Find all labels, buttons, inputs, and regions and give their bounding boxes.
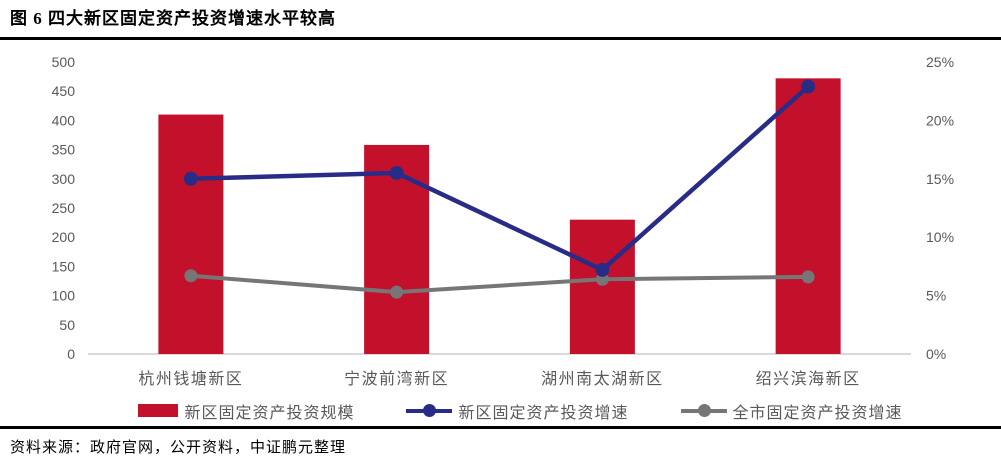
y-axis-left-tick-label: 0 [67,346,75,362]
chart-area: 0 50 100 150 200 250 300 350 400 450 500 0% 5% 10% 15%… [0,40,1001,395]
y-axis-right-tick-label: 5% [926,288,946,304]
data-point [184,269,198,283]
y-axis-left-tick-label: 300 [52,171,76,187]
y-axis-left-tick-label: 450 [52,83,76,99]
data-point [801,270,815,284]
y-axis-right-tick-label: 15% [926,171,954,187]
source-bar: 资料来源：政府官网，公开资料，中证鹏元整理 [0,426,1001,463]
x-axis-category-label: 绍兴滨海新区 [756,370,861,388]
figure-title: 图 6 四大新区固定资产投资增速水平较高 [10,9,336,28]
x-axis-category-label: 湖州南太湖新区 [541,370,664,388]
y-axis-left-tick-label: 400 [52,112,76,128]
growth-line-city [188,273,811,295]
line-marker-icon-new-district [406,404,453,417]
y-axis-right-tick-label: 0% [926,346,946,362]
y-axis-left-tick-label: 250 [52,200,76,216]
y-axis-right-tick-label: 25% [926,54,954,70]
source-note: 资料来源：政府官网，公开资料，中证鹏元整理 [10,440,347,456]
chart-legend: 新区固定资产投资规模 新区固定资产投资增速 全市固定资产投资增速 [0,395,1001,426]
data-point [390,285,404,299]
y-axis-right-tick-label: 20% [926,112,954,128]
growth-line-new-district [188,84,811,273]
legend-label: 新区固定资产投资规模 [184,404,355,422]
data-point [183,171,198,186]
y-axis-left-tick-label: 150 [52,258,76,274]
data-point [595,262,610,277]
y-axis-left-tick-label: 50 [59,317,75,333]
y-axis-left-tick-label: 350 [52,142,76,158]
legend-item-line-city: 全市固定资产投资增速 [680,399,903,423]
bar [158,114,224,354]
x-axis-category-label: 宁波前湾新区 [344,370,449,388]
legend-item-line-new-district: 新区固定资产投资增速 [406,399,628,423]
legend-label: 全市固定资产投资增速 [732,404,903,422]
bar [775,78,841,355]
bar [569,219,635,354]
y-axis-left-tick-label: 200 [52,229,76,245]
y-axis-left-tick-label: 500 [52,54,76,70]
combo-chart: 0 50 100 150 200 250 300 350 400 450 500 0% 5% 10% 15%… [52,54,954,388]
legend-label: 新区固定资产投资增速 [458,404,629,422]
x-axis-category-label: 杭州钱塘新区 [138,370,243,388]
y-axis-left-tick-label: 100 [52,288,76,304]
line-marker-icon-city [680,404,727,417]
legend-item-bar: 新区固定资产投资规模 [138,399,354,423]
bar-swatch-icon [138,404,179,417]
y-axis-right-tick-label: 10% [926,229,954,245]
data-point [389,165,404,180]
data-point [801,79,816,94]
title-bar: 图 6 四大新区固定资产投资增速水平较高 [0,0,1001,40]
